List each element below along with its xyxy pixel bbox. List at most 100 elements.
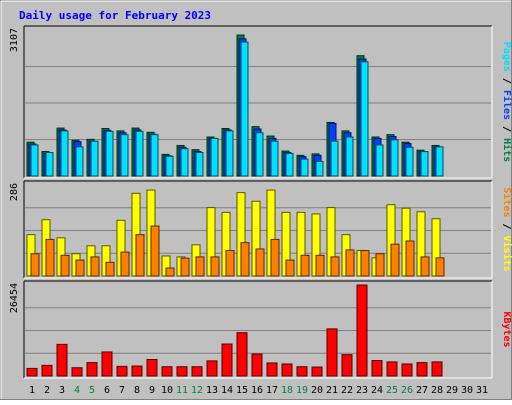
bar-kbytes <box>371 360 383 377</box>
bar-sites <box>120 251 130 277</box>
bar-pages <box>330 140 339 177</box>
bar-kbytes <box>221 343 233 377</box>
right-legend-hits: Pages / Files / Hits <box>501 42 512 162</box>
bar-kbytes <box>71 367 83 377</box>
bar-kbytes <box>86 362 98 377</box>
bar-pages <box>105 130 114 177</box>
bar-sites <box>180 257 190 277</box>
bar-kbytes <box>386 361 398 377</box>
x-tick-label: 19 <box>296 385 308 396</box>
x-tick-label: 21 <box>326 385 338 396</box>
bar-pages <box>300 158 309 177</box>
bar-sites <box>315 254 325 277</box>
panel-hits: 3107 Pages / Files / Hits <box>9 25 512 179</box>
x-tick-label: 24 <box>371 385 383 396</box>
bar-sites <box>45 238 55 277</box>
x-tick-label: 25 <box>386 385 398 396</box>
bar-sites <box>300 254 310 277</box>
bar-kbytes <box>296 366 308 377</box>
bar-pages <box>135 130 144 177</box>
bar-sites <box>255 248 265 277</box>
x-tick-label: 2 <box>44 385 50 396</box>
bar-sites <box>240 242 250 277</box>
x-tick-label: 5 <box>89 385 95 396</box>
bar-kbytes <box>326 328 338 377</box>
bar-pages <box>390 139 399 177</box>
bar-sites <box>75 259 85 277</box>
bar-pages <box>225 130 234 177</box>
x-tick-label: 3 <box>59 385 65 396</box>
bar-sites <box>330 256 340 277</box>
bar-pages <box>195 152 204 177</box>
panel-visits: 286 Sites / Visits <box>9 180 512 279</box>
x-tick-label: 16 <box>251 385 263 396</box>
panel-kbytes: 26454 KBytes <box>9 280 512 379</box>
bar-kbytes <box>236 332 248 377</box>
right-legend-visits: Sites / Visits <box>501 187 512 271</box>
bar-kbytes <box>311 366 323 377</box>
series-sites <box>30 225 445 277</box>
bar-sites <box>135 234 145 277</box>
legend-separator: / <box>501 72 512 90</box>
bar-pages <box>120 134 129 177</box>
x-tick-label: 27 <box>416 385 428 396</box>
x-tick-label: 1 <box>29 385 35 396</box>
y-max-label-hits: 3107 <box>9 28 20 52</box>
bar-sites <box>90 256 100 277</box>
x-axis-labels: 1 2 3 4 5 6 7 8 9 10 11 12 13 14 15 16 17 18 19 20 21 22 23 24 2… <box>29 385 488 396</box>
bar-kbytes <box>26 367 38 377</box>
bar-pages <box>240 41 249 177</box>
x-tick-label: 15 <box>236 385 248 396</box>
bar-sites <box>195 256 205 277</box>
bar-kbytes <box>176 366 188 377</box>
bar-pages <box>270 140 279 177</box>
y-max-label-kbytes: 26454 <box>9 283 20 313</box>
series-kbytes <box>26 284 443 377</box>
x-tick-label: 14 <box>221 385 233 396</box>
bar-sites <box>270 238 280 277</box>
x-tick-label: 6 <box>104 385 110 396</box>
bar-pages <box>405 146 414 177</box>
x-tick-label: 4 <box>74 385 80 396</box>
x-tick-label: 9 <box>149 385 155 396</box>
bar-pages <box>375 144 384 177</box>
x-tick-label: 8 <box>134 385 140 396</box>
x-tick-label: 29 <box>446 385 458 396</box>
bar-sites <box>345 249 355 277</box>
bar-pages <box>60 130 69 177</box>
x-tick-label: 13 <box>206 385 218 396</box>
bar-pages <box>75 146 84 177</box>
y-max-label-visits: 286 <box>9 183 20 201</box>
bar-pages <box>150 134 159 177</box>
chart-title: Daily usage for February 2023 <box>19 9 211 22</box>
bar-sites <box>225 250 235 277</box>
legend-sites: Sites <box>501 187 512 217</box>
bar-pages <box>420 151 429 177</box>
bar-kbytes <box>356 284 368 377</box>
bar-pages <box>435 146 444 177</box>
bar-pages <box>285 152 294 177</box>
panels-group: 3107 Pages / Files / Hits 286 Sites / Visit… <box>9 25 512 379</box>
bar-kbytes <box>116 365 128 377</box>
bar-sites <box>60 254 70 277</box>
bar-sites <box>390 243 400 277</box>
bar-kbytes <box>416 362 428 377</box>
x-tick-label: 17 <box>266 385 278 396</box>
bar-pages <box>90 140 99 177</box>
bar-kbytes <box>146 358 158 377</box>
bar-kbytes <box>251 353 263 377</box>
bar-pages <box>360 61 369 177</box>
bar-kbytes <box>101 351 113 377</box>
bar-sites <box>375 253 385 277</box>
bar-sites <box>285 259 295 277</box>
bar-sites <box>150 225 160 277</box>
bar-sites <box>105 261 115 277</box>
bar-pages <box>45 152 54 177</box>
bar-sites <box>420 256 430 277</box>
x-tick-label: 28 <box>431 385 443 396</box>
x-tick-label: 18 <box>281 385 293 396</box>
x-tick-label: 22 <box>341 385 353 396</box>
bar-pages <box>315 160 324 177</box>
x-tick-label: 20 <box>311 385 323 396</box>
